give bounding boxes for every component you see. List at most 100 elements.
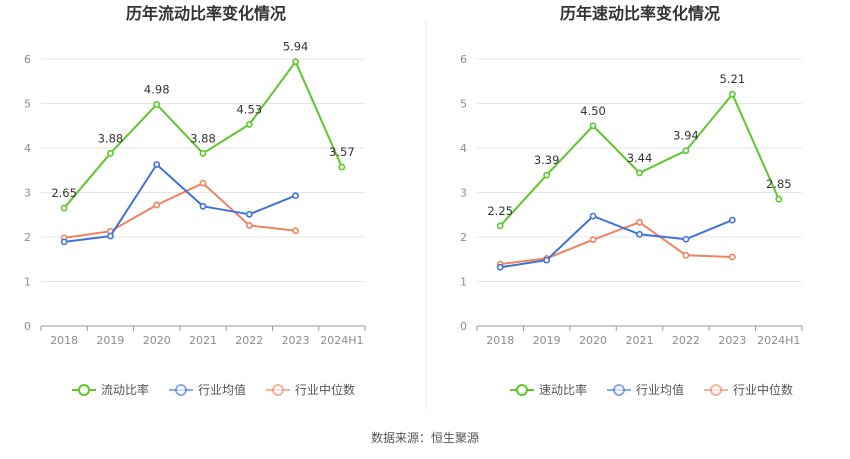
x-tick-label: 2023: [282, 334, 310, 347]
data-point-avg[interactable]: [199, 202, 207, 210]
series-line-median: [63, 182, 296, 239]
data-label: 3.94: [673, 129, 699, 143]
legend-item-median[interactable]: 行业中位数: [704, 382, 793, 397]
legend-item-main[interactable]: 流动比率: [72, 382, 149, 397]
y-tick-label: 5: [24, 98, 31, 111]
series-line-avg: [500, 215, 733, 269]
data-label: 2.65: [51, 186, 77, 200]
data-label: 2.85: [766, 177, 792, 191]
x-tick-label: 2021: [189, 334, 217, 347]
data-point-main[interactable]: [199, 149, 207, 157]
data-point-main[interactable]: [589, 122, 597, 130]
x-tick-label: 2022: [672, 334, 700, 347]
data-label: 4.53: [236, 102, 262, 116]
chart-panel-2: 历年速动比率变化情况 0 1 2 3 4 5 6 2018 2019 2020 2021 2022 202…: [460, 4, 803, 397]
series-line-avg: [63, 163, 296, 243]
data-point-avg[interactable]: [496, 263, 504, 271]
legend-label: 行业均值: [198, 382, 246, 397]
y-tick-label: 3: [24, 187, 31, 200]
legend-marker-icon: [272, 384, 284, 396]
y-tick-label: 1: [460, 276, 467, 289]
data-point-avg[interactable]: [543, 256, 551, 264]
legend-marker-icon: [613, 384, 625, 396]
data-point-main[interactable]: [153, 100, 161, 108]
data-point-avg[interactable]: [153, 161, 161, 168]
data-point-avg[interactable]: [107, 232, 114, 240]
data-label: 3.88: [190, 131, 216, 145]
data-label: 3.39: [534, 153, 560, 167]
x-tick-label: 2018: [486, 334, 514, 347]
legend-label: 行业中位数: [295, 382, 355, 397]
legend-marker-icon: [710, 384, 722, 396]
x-tick-label: 2021: [626, 334, 654, 347]
x-tick-label: 2024H1: [320, 334, 363, 347]
data-point-avg[interactable]: [245, 210, 253, 218]
y-tick-label: 0: [24, 320, 31, 333]
legend-item-avg[interactable]: 行业均值: [607, 382, 684, 397]
data-point-main[interactable]: [636, 169, 643, 177]
y-tick-label: 1: [24, 276, 31, 289]
y-tick-label: 2: [460, 231, 467, 244]
data-point-avg[interactable]: [60, 238, 68, 246]
x-tick-label: 2024H1: [757, 334, 800, 347]
data-point-avg[interactable]: [682, 235, 690, 243]
legend-label: 行业中位数: [733, 382, 793, 397]
data-point-median[interactable]: [292, 227, 299, 235]
x-tick-label: 2020: [143, 334, 171, 347]
legend-item-avg[interactable]: 行业均值: [169, 382, 246, 397]
data-label: 3.88: [98, 131, 124, 145]
data-point-avg[interactable]: [728, 216, 736, 224]
data-point-main[interactable]: [682, 147, 690, 155]
data-label: 5.21: [720, 72, 746, 86]
data-point-main[interactable]: [543, 171, 551, 179]
y-tick-label: 4: [460, 142, 467, 155]
legend-item-median[interactable]: 行业中位数: [266, 382, 355, 397]
data-point-median[interactable]: [589, 236, 597, 244]
data-label: 4.50: [580, 104, 606, 118]
legend-marker-icon: [516, 384, 528, 396]
y-tick-label: 6: [24, 53, 31, 66]
data-point-median[interactable]: [153, 201, 161, 209]
data-point-main[interactable]: [728, 90, 736, 98]
data-point-main[interactable]: [775, 195, 783, 203]
data-label: 2.25: [487, 204, 513, 218]
data-point-main[interactable]: [338, 163, 346, 171]
data-point-median[interactable]: [728, 253, 736, 261]
data-point-median[interactable]: [636, 218, 643, 226]
data-point-main[interactable]: [107, 149, 114, 157]
x-tick-label: 2019: [96, 334, 124, 347]
y-tick-label: 3: [460, 187, 467, 200]
y-tick-label: 6: [460, 53, 467, 66]
legend-label: 行业均值: [636, 382, 684, 397]
data-point-avg[interactable]: [589, 212, 597, 220]
data-point-main[interactable]: [245, 121, 253, 128]
data-label: 3.57: [329, 145, 355, 159]
y-tick-label: 5: [460, 98, 467, 111]
legend-item-main[interactable]: 速动比率: [510, 382, 587, 397]
chart-panel-1: 历年流动比率变化情况 0 1 2 3 4 5 6 2018 2019 2020 2021 2022 202…: [24, 4, 366, 397]
x-tick-label: 2020: [579, 334, 607, 347]
data-point-median[interactable]: [199, 179, 207, 187]
chart-title: 历年速动比率变化情况: [560, 4, 720, 23]
x-tick-label: 2022: [235, 334, 263, 347]
data-point-median[interactable]: [682, 251, 690, 259]
data-point-median[interactable]: [245, 222, 253, 229]
legend-marker-icon: [175, 384, 187, 396]
data-point-main[interactable]: [60, 204, 68, 212]
data-label: 4.98: [144, 82, 170, 96]
legend-marker-icon: [78, 384, 90, 396]
x-tick-label: 2023: [718, 334, 746, 347]
y-tick-label: 0: [460, 320, 467, 333]
y-tick-label: 4: [24, 142, 31, 155]
data-point-avg[interactable]: [636, 230, 643, 238]
legend-label: 流动比率: [101, 382, 149, 397]
data-source-note: 数据来源：恒生聚源: [371, 430, 479, 445]
legend-label: 速动比率: [539, 382, 587, 397]
series-line-median: [500, 221, 733, 266]
data-point-main[interactable]: [292, 58, 299, 66]
data-point-main[interactable]: [496, 222, 504, 230]
y-tick-label: 2: [24, 231, 31, 244]
x-tick-label: 2019: [533, 334, 561, 347]
data-point-avg[interactable]: [292, 192, 299, 200]
